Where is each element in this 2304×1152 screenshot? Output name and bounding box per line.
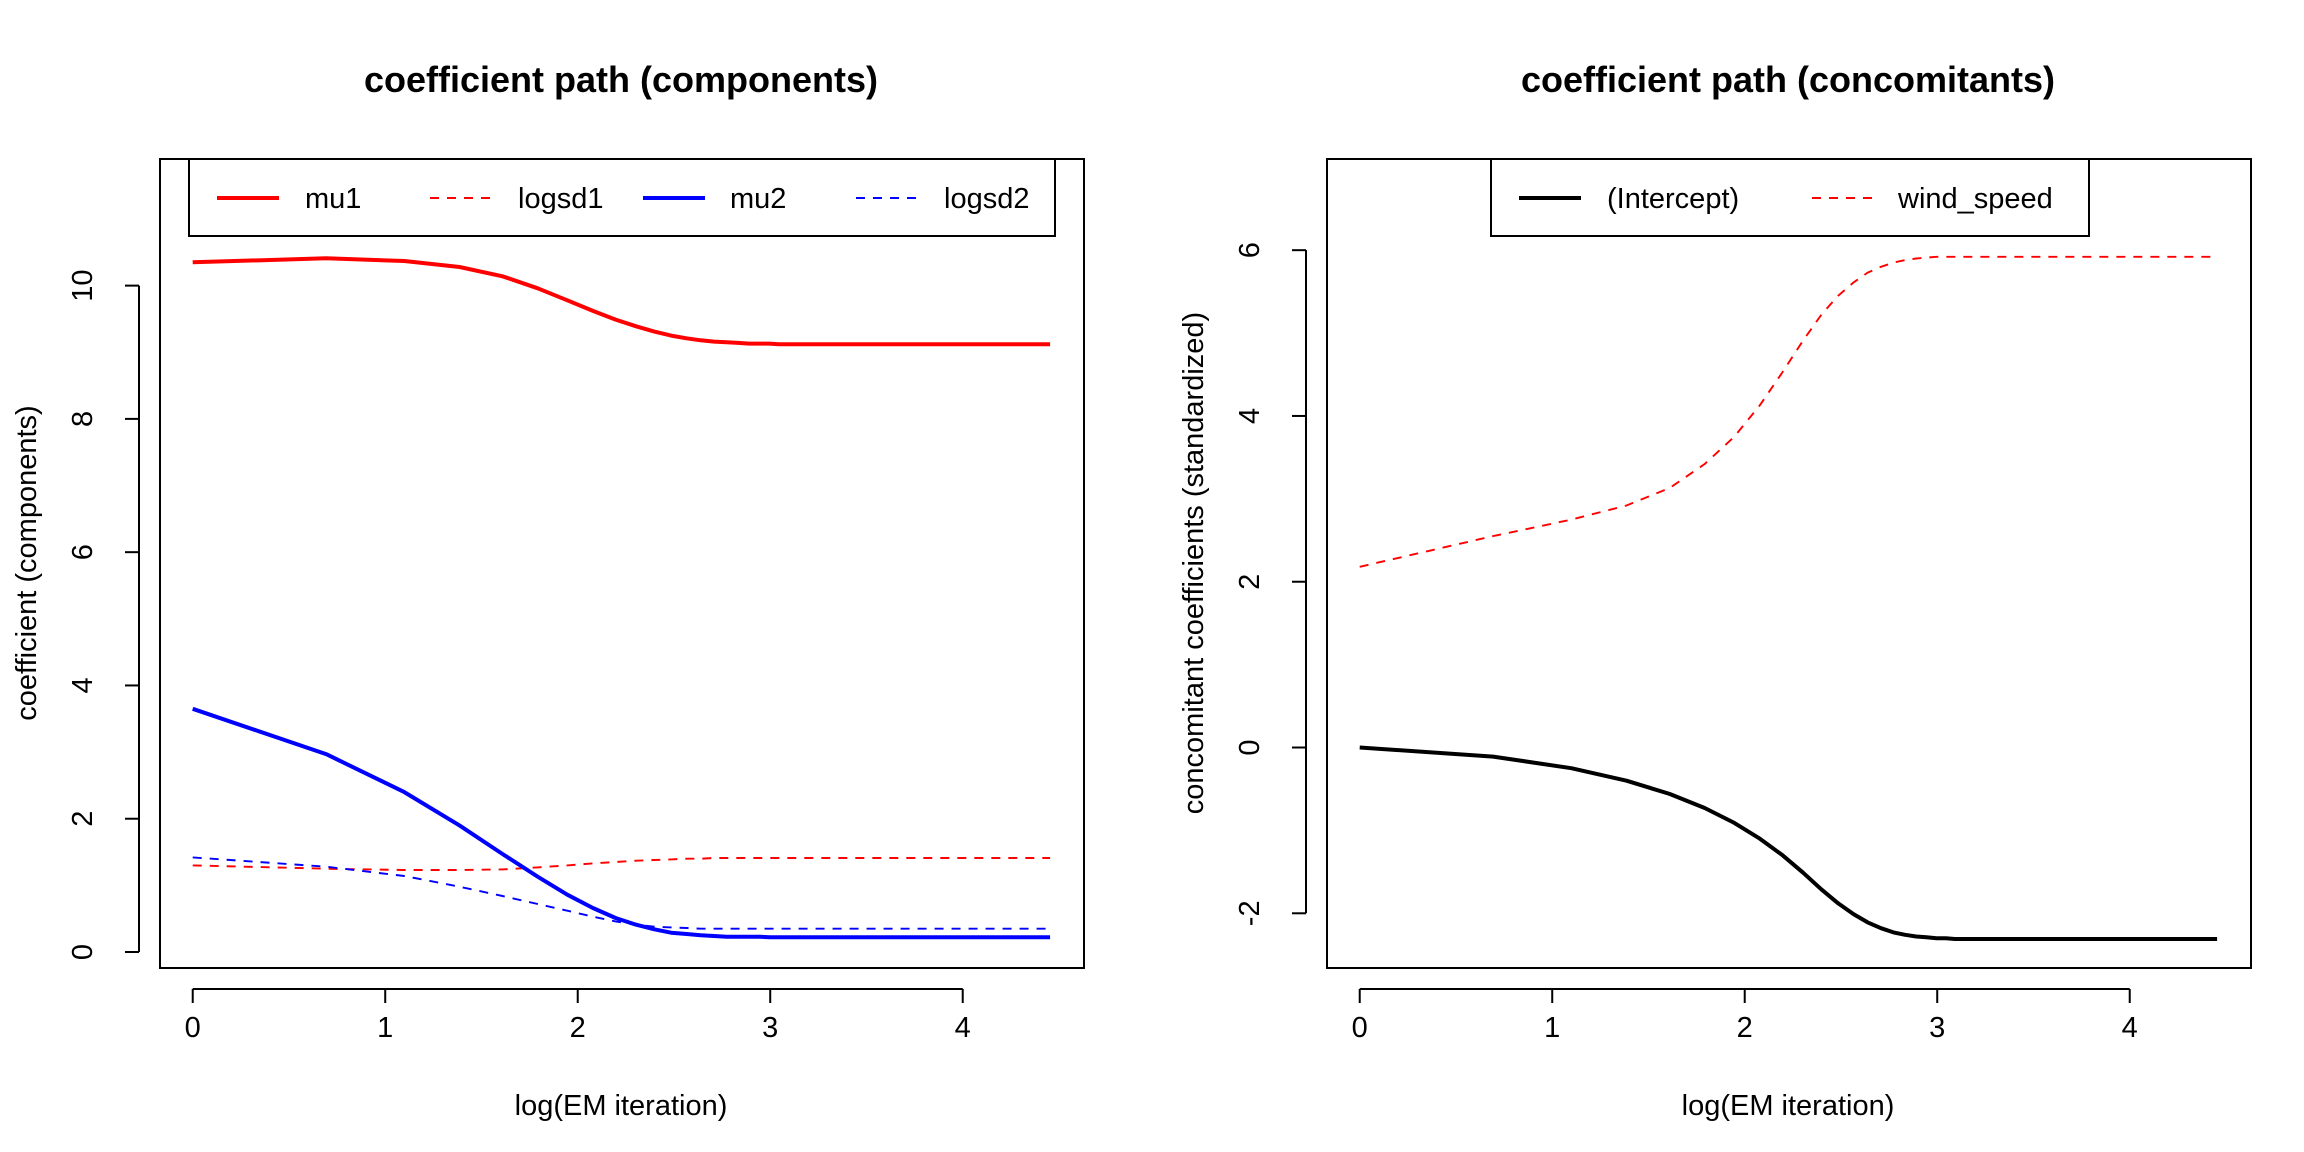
legend-label-logsd1: logsd1 bbox=[518, 183, 603, 215]
legend-label-mu2: mu2 bbox=[730, 183, 786, 215]
series-line-logsd2 bbox=[192, 856, 1051, 930]
x-tick-label: 4 bbox=[955, 1012, 971, 1044]
legend-box bbox=[1490, 158, 2090, 237]
y-axis: 0 2 4 6 8 10 bbox=[67, 269, 140, 960]
y-tick-label: 6 bbox=[67, 544, 99, 560]
y-tick-label: 0 bbox=[1234, 739, 1266, 755]
y-tick-label: 2 bbox=[1234, 574, 1266, 590]
x-tick-label: 3 bbox=[1929, 1012, 1945, 1044]
legend-label-wind-speed: wind_speed bbox=[1897, 183, 2053, 215]
x-axis: 0 1 2 3 4 bbox=[185, 988, 971, 1044]
y-tick-label: 0 bbox=[67, 944, 99, 960]
chart-title: coefficient path (concomitants) bbox=[1521, 59, 2055, 100]
y-axis-label: coefficient (components) bbox=[11, 405, 43, 720]
x-axis-label: log(EM iteration) bbox=[1682, 1090, 1895, 1122]
y-tick-label: 2 bbox=[67, 811, 99, 827]
x-tick-label: 1 bbox=[377, 1012, 393, 1044]
series-line-mu1 bbox=[192, 256, 1051, 347]
legend-label-mu1: mu1 bbox=[305, 183, 361, 215]
plot-frame bbox=[1326, 158, 2252, 969]
legend: mu1 logsd1 mu2 logsd2 bbox=[188, 158, 1056, 237]
y-tick-label: 4 bbox=[67, 677, 99, 693]
series-line-logsd1 bbox=[192, 857, 1051, 871]
plot-frame bbox=[159, 158, 1085, 969]
y-tick-label: 6 bbox=[1234, 242, 1266, 258]
y-axis-label: concomitant coefficients (standardized) bbox=[1178, 312, 1210, 814]
series-line-wind-speed bbox=[1359, 255, 2218, 568]
series-lines bbox=[192, 256, 1051, 940]
x-axis-label: log(EM iteration) bbox=[515, 1090, 728, 1122]
legend-label-intercept: (Intercept) bbox=[1607, 183, 1739, 215]
legend: (Intercept) wind_speed bbox=[1490, 158, 2090, 237]
x-tick-label: 0 bbox=[185, 1012, 201, 1044]
series-line-mu2 bbox=[192, 706, 1051, 940]
x-tick-label: 4 bbox=[2122, 1012, 2138, 1044]
x-axis: 0 1 2 3 4 bbox=[1352, 988, 2138, 1044]
y-tick-label: 4 bbox=[1234, 408, 1266, 424]
x-tick-label: 3 bbox=[762, 1012, 778, 1044]
chart-title: coefficient path (components) bbox=[364, 59, 878, 100]
legend-label-logsd2: logsd2 bbox=[944, 183, 1029, 215]
x-tick-label: 0 bbox=[1352, 1012, 1368, 1044]
x-tick-label: 2 bbox=[1737, 1012, 1753, 1044]
x-tick-label: 2 bbox=[570, 1012, 586, 1044]
components-chart: coefficient path (components) log(EM ite… bbox=[11, 59, 1085, 1122]
concomitants-chart: coefficient path (concomitants) log(EM i… bbox=[1178, 59, 2252, 1122]
series-line-intercept bbox=[1359, 745, 2218, 941]
y-axis: -2 0 2 4 6 bbox=[1234, 242, 1307, 926]
y-tick-label: 8 bbox=[67, 411, 99, 427]
y-tick-label: 10 bbox=[67, 269, 99, 301]
series-lines bbox=[1359, 255, 2218, 941]
x-tick-label: 1 bbox=[1544, 1012, 1560, 1044]
y-tick-label: -2 bbox=[1234, 900, 1266, 926]
